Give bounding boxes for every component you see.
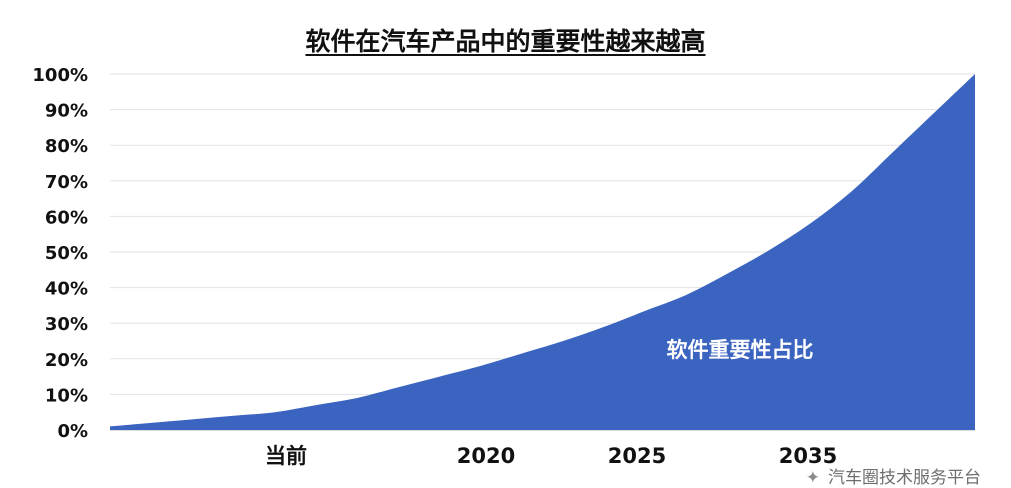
y-tick-label: 20% (45, 350, 88, 371)
watermark-text: 汽车圈技术服务平台 (828, 468, 981, 488)
chart-title: 软件在汽车产品中的重要性越来越高 (305, 27, 706, 56)
y-axis-tick-labels: 0% 10% 20% 30% 40% 50% 60% 70% 80% 90% 100% (32, 65, 88, 442)
x-tick-label: 当前 (265, 444, 307, 468)
x-tick-label: 2035 (779, 444, 837, 468)
watermark: ✦ 汽车圈技术服务平台 (806, 463, 981, 488)
wechat-icon: ✦ (805, 468, 820, 488)
x-tick-label: 2025 (608, 444, 666, 468)
y-tick-label: 0% (57, 421, 88, 442)
y-tick-label: 50% (45, 243, 88, 264)
software-share-area (110, 74, 975, 430)
y-tick-label: 100% (32, 65, 88, 86)
y-tick-label: 70% (45, 172, 88, 193)
y-tick-label: 40% (45, 279, 88, 300)
y-tick-label: 60% (45, 207, 88, 228)
y-tick-label: 80% (45, 136, 88, 157)
series-annotation: 软件重要性占比 (667, 338, 814, 362)
x-tick-label: 2020 (457, 444, 515, 468)
x-axis-tick-labels: 当前 2020 2025 2035 (265, 444, 837, 468)
y-tick-label: 90% (45, 101, 88, 122)
y-tick-label: 10% (45, 385, 88, 406)
y-tick-label: 30% (45, 314, 88, 335)
